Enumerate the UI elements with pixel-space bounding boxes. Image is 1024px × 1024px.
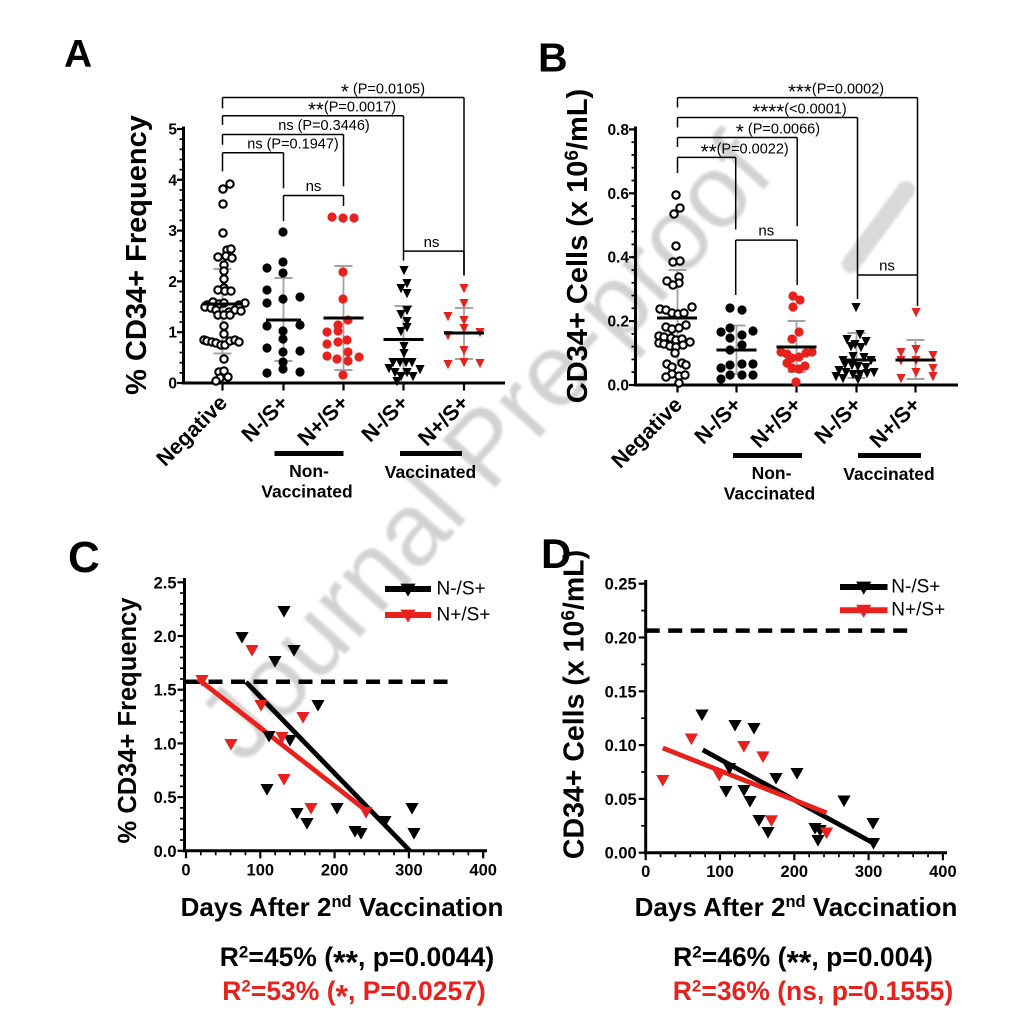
svg-text:Vaccinated: Vaccinated xyxy=(385,462,476,482)
svg-text:0.2: 0.2 xyxy=(607,314,629,331)
svg-text:0.20: 0.20 xyxy=(605,630,637,648)
svg-text:0.8: 0.8 xyxy=(607,122,629,139)
svg-text:* (P=0.0066): * (P=0.0066) xyxy=(736,121,820,144)
svg-text:A: A xyxy=(64,33,92,76)
svg-text:0: 0 xyxy=(181,861,190,879)
svg-text:CD34+ Cells (x 106/mL): CD34+ Cells (x 106/mL) xyxy=(559,550,591,859)
svg-text:1.0: 1.0 xyxy=(154,735,177,753)
svg-text:300: 300 xyxy=(855,863,883,881)
svg-text:N-/S+: N-/S+ xyxy=(437,579,486,600)
svg-text:% CD34+ Frequency: % CD34+ Frequency xyxy=(114,597,142,844)
svg-text:0.4: 0.4 xyxy=(607,250,629,267)
svg-text:Non-: Non- xyxy=(752,463,792,483)
svg-text:0.10: 0.10 xyxy=(605,737,637,755)
svg-text:1: 1 xyxy=(168,325,177,342)
svg-text:ns (P=0.1947): ns (P=0.1947) xyxy=(247,137,339,153)
svg-text:2.5: 2.5 xyxy=(154,574,177,592)
svg-text:C: C xyxy=(68,533,100,582)
svg-text:**(P=0.0022): **(P=0.0022) xyxy=(701,140,789,163)
svg-text:N+/S+: N+/S+ xyxy=(437,605,491,626)
svg-text:CD34+ Cells (x 106/mL): CD34+ Cells (x 106/mL) xyxy=(562,89,594,403)
svg-text:400: 400 xyxy=(469,861,497,879)
svg-text:2: 2 xyxy=(168,274,177,291)
svg-text:N-/S+: N-/S+ xyxy=(891,577,940,598)
svg-text:B: B xyxy=(538,35,568,81)
svg-text:D: D xyxy=(541,530,571,577)
svg-text:0.00: 0.00 xyxy=(605,845,637,863)
svg-text:200: 200 xyxy=(781,863,809,881)
svg-text:4: 4 xyxy=(168,172,177,189)
svg-text:***(P=0.0002): ***(P=0.0002) xyxy=(788,81,884,104)
svg-text:1.5: 1.5 xyxy=(154,682,177,700)
svg-text:****(<0.0001): ****(<0.0001) xyxy=(752,101,846,124)
svg-text:400: 400 xyxy=(929,863,957,881)
svg-text:0: 0 xyxy=(168,376,177,393)
svg-text:Non-: Non- xyxy=(289,461,329,481)
svg-text:N+/S+: N+/S+ xyxy=(891,600,945,621)
svg-text:Days After 2nd Vaccination: Days After 2nd Vaccination xyxy=(181,892,504,922)
svg-text:0.0: 0.0 xyxy=(607,378,629,395)
svg-text:0.0: 0.0 xyxy=(154,843,177,861)
svg-text:0.6: 0.6 xyxy=(607,186,629,203)
svg-text:3: 3 xyxy=(168,223,177,240)
svg-text:ns: ns xyxy=(306,178,322,195)
svg-text:0: 0 xyxy=(641,863,650,881)
svg-text:ns: ns xyxy=(424,234,440,251)
svg-text:5: 5 xyxy=(168,122,177,139)
svg-text:R2=36% (ns, p=0.1555): R2=36% (ns, p=0.1555) xyxy=(673,976,954,1006)
svg-text:100: 100 xyxy=(706,863,734,881)
svg-text:100: 100 xyxy=(247,861,275,879)
svg-text:ns: ns xyxy=(758,223,774,240)
svg-text:Vaccinated: Vaccinated xyxy=(843,464,934,484)
svg-text:0.25: 0.25 xyxy=(605,576,637,594)
svg-text:% CD34+ Frequency: % CD34+ Frequency xyxy=(121,115,153,395)
svg-text:ns: ns xyxy=(879,258,895,275)
svg-text:ns (P=0.3446): ns (P=0.3446) xyxy=(278,118,370,134)
svg-text:0.15: 0.15 xyxy=(605,683,637,701)
svg-text:**(P=0.0017): **(P=0.0017) xyxy=(308,99,396,122)
svg-text:300: 300 xyxy=(395,861,423,879)
svg-text:Vaccinated: Vaccinated xyxy=(261,482,352,502)
svg-text:0.5: 0.5 xyxy=(154,789,177,807)
svg-text:Vaccinated: Vaccinated xyxy=(724,484,815,504)
svg-text:* (P=0.0105): * (P=0.0105) xyxy=(341,81,425,104)
svg-text:2.0: 2.0 xyxy=(154,628,177,646)
svg-text:0.05: 0.05 xyxy=(605,791,637,809)
svg-text:200: 200 xyxy=(321,861,349,879)
